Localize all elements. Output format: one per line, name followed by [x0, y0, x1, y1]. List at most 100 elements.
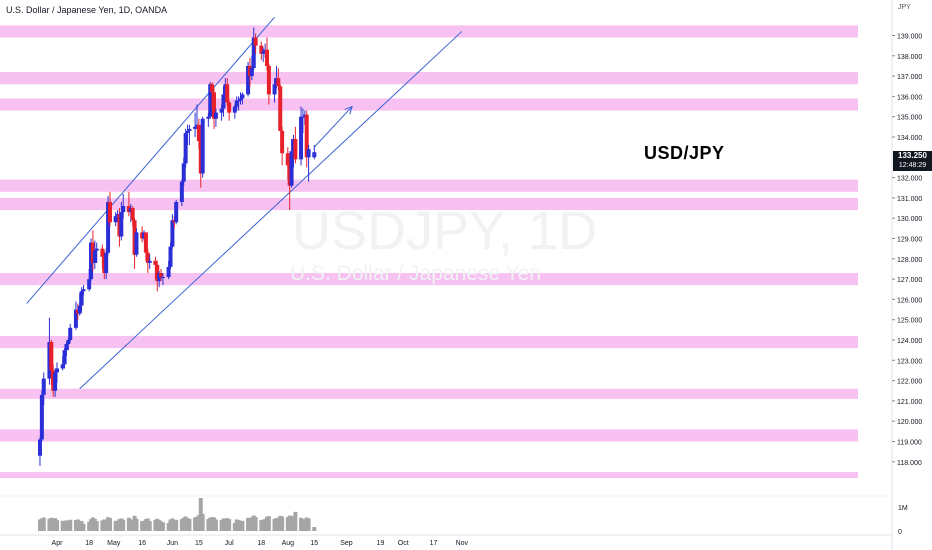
- candle-body: [106, 201, 111, 253]
- time-tick-label: Nov: [456, 540, 469, 547]
- candle[interactable]: [73, 301, 78, 330]
- support-resistance-zone[interactable]: [0, 179, 858, 192]
- support-resistance-zone[interactable]: [0, 72, 858, 85]
- candle[interactable]: [187, 124, 192, 146]
- candle-body: [253, 37, 258, 46]
- candle[interactable]: [147, 254, 152, 269]
- support-resistance-zone[interactable]: [0, 273, 858, 286]
- support-resistance-zone[interactable]: [0, 25, 858, 38]
- price-tick-label: 124.000: [897, 338, 922, 345]
- candle[interactable]: [37, 437, 42, 466]
- candle[interactable]: [64, 342, 69, 357]
- last-price-value: 133.250: [898, 151, 927, 160]
- candle[interactable]: [232, 104, 237, 119]
- time-tick-label: Jun: [167, 540, 178, 547]
- volume-bar: [174, 519, 179, 531]
- candle[interactable]: [225, 78, 230, 107]
- candle-body: [92, 250, 97, 263]
- candle[interactable]: [227, 100, 232, 121]
- candle-body: [193, 126, 198, 129]
- candle-body: [278, 86, 283, 131]
- price-tick-label: 118.000: [897, 460, 922, 467]
- candle[interactable]: [168, 242, 173, 269]
- volume-pane[interactable]: [37, 498, 317, 531]
- volume-bar: [134, 518, 139, 531]
- candle[interactable]: [39, 390, 44, 442]
- candle[interactable]: [253, 33, 258, 54]
- candle[interactable]: [68, 323, 73, 343]
- candle[interactable]: [200, 116, 205, 178]
- candle-body: [107, 201, 112, 223]
- price-tick-label: 130.000: [897, 216, 922, 223]
- candle[interactable]: [107, 191, 112, 227]
- candle-body: [208, 84, 213, 117]
- candle-body: [227, 102, 232, 113]
- candle[interactable]: [280, 126, 285, 166]
- candle[interactable]: [251, 27, 256, 71]
- volume-bar: [107, 518, 112, 531]
- candle[interactable]: [104, 248, 109, 280]
- candle[interactable]: [94, 242, 99, 263]
- candle-body: [113, 216, 118, 223]
- volume-bar: [94, 521, 99, 531]
- support-resistance-zone[interactable]: [0, 388, 858, 399]
- candle[interactable]: [62, 348, 67, 369]
- candle[interactable]: [121, 193, 126, 219]
- time-tick-label: 18: [85, 540, 93, 547]
- candle-body: [272, 84, 277, 95]
- candle[interactable]: [41, 372, 46, 405]
- candle[interactable]: [213, 108, 218, 127]
- candle[interactable]: [240, 92, 245, 105]
- candle[interactable]: [81, 285, 86, 296]
- candle[interactable]: [293, 126, 298, 164]
- plot-area[interactable]: [0, 16, 858, 479]
- candle[interactable]: [259, 41, 264, 60]
- candle[interactable]: [53, 368, 58, 397]
- support-resistance-zone[interactable]: [0, 471, 858, 479]
- candle-body: [166, 266, 171, 278]
- candle[interactable]: [300, 108, 305, 133]
- candle[interactable]: [304, 110, 309, 168]
- candle[interactable]: [234, 96, 239, 111]
- support-resistance-zone[interactable]: [0, 429, 858, 442]
- candle[interactable]: [183, 128, 188, 168]
- pair-annotation-label[interactable]: USD/JPY: [644, 143, 725, 163]
- candle-body: [187, 128, 192, 131]
- candle[interactable]: [170, 214, 175, 249]
- candle-body: [213, 112, 218, 119]
- candle[interactable]: [299, 106, 304, 166]
- candle-body: [293, 139, 298, 160]
- candle[interactable]: [160, 273, 165, 286]
- candle[interactable]: [92, 240, 97, 269]
- candle-body: [79, 291, 84, 306]
- candle[interactable]: [55, 362, 59, 383]
- candle[interactable]: [179, 179, 184, 207]
- volume-bar: [200, 513, 205, 531]
- support-resistance-zone[interactable]: [0, 335, 858, 349]
- price-tick-label: 122.000: [897, 379, 922, 386]
- channel-trendline[interactable]: [26, 16, 275, 304]
- price-tick-label: 119.000: [897, 440, 922, 447]
- candle-body: [285, 153, 290, 166]
- support-resistance-zone[interactable]: [0, 197, 858, 211]
- candle[interactable]: [266, 63, 271, 105]
- support-resistance-zone[interactable]: [0, 98, 858, 111]
- projection-arrow-line[interactable]: [313, 106, 353, 148]
- volume-bar: [293, 511, 298, 531]
- candle[interactable]: [185, 124, 190, 146]
- candle[interactable]: [159, 268, 164, 282]
- candle[interactable]: [264, 37, 269, 71]
- volume-bar: [240, 520, 245, 531]
- candle[interactable]: [306, 145, 311, 182]
- candle-body: [160, 277, 165, 279]
- candle[interactable]: [278, 84, 283, 131]
- candle-body: [64, 344, 69, 351]
- candle[interactable]: [134, 228, 139, 257]
- candle-body: [221, 94, 226, 109]
- candle[interactable]: [212, 88, 217, 129]
- candle[interactable]: [312, 145, 317, 160]
- candle[interactable]: [174, 199, 179, 225]
- channel-trendline[interactable]: [79, 31, 463, 390]
